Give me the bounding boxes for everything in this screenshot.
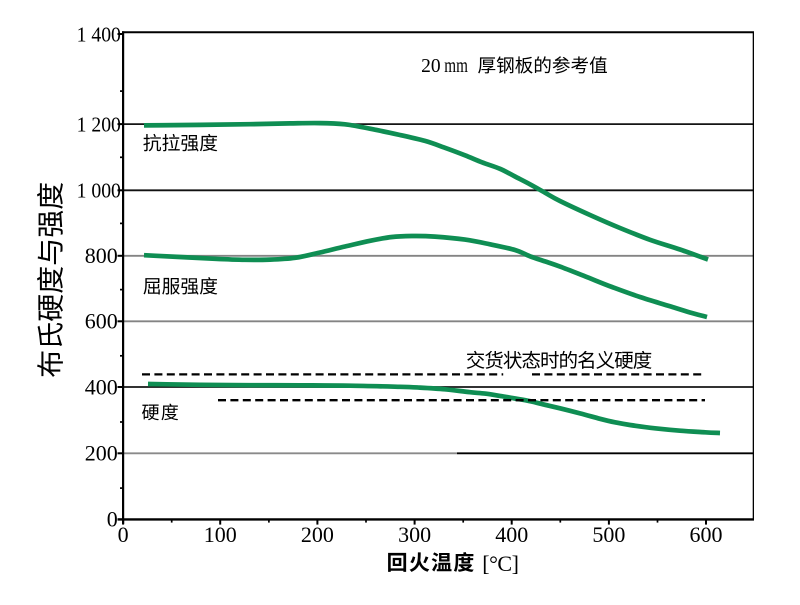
svg-text:1 400: 1 400: [77, 22, 121, 46]
svg-text:200: 200: [85, 441, 118, 466]
svg-text:800: 800: [85, 243, 118, 268]
svg-text:300: 300: [398, 522, 431, 547]
svg-text:mm: mm: [444, 56, 468, 77]
svg-text:600: 600: [85, 309, 118, 334]
svg-text:200: 200: [301, 522, 334, 547]
svg-text:1 200: 1 200: [77, 112, 121, 136]
svg-text:0: 0: [118, 522, 129, 547]
svg-text:500: 500: [592, 522, 625, 547]
svg-text:100: 100: [204, 522, 237, 547]
svg-text:400: 400: [85, 374, 118, 399]
svg-text:1 000: 1 000: [77, 179, 121, 203]
svg-text:20: 20: [421, 56, 441, 77]
svg-text:400: 400: [495, 522, 528, 547]
svg-text:600: 600: [690, 522, 723, 547]
svg-text:0: 0: [107, 507, 118, 532]
svg-text:[°C]: [°C]: [482, 551, 519, 576]
